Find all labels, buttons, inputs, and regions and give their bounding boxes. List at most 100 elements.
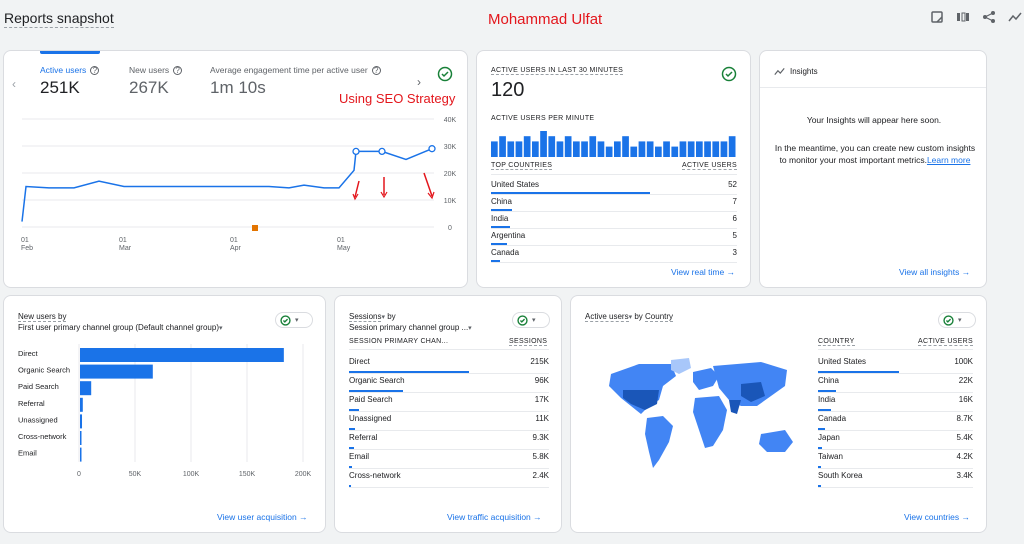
metric-engagement[interactable]: Average engagement time per active user?… xyxy=(210,65,381,98)
help-icon[interactable]: ? xyxy=(173,65,183,75)
card-title: Sessions▾ by xyxy=(349,312,396,322)
dropdown-caret-icon: ▾ xyxy=(381,314,385,321)
per-minute-bar xyxy=(605,146,613,157)
status-dropdown[interactable]: ▾ xyxy=(512,312,550,328)
table-row[interactable]: India 6 xyxy=(491,214,737,231)
table-row[interactable]: Direct 215K xyxy=(349,357,549,376)
dimension-selector[interactable]: Session primary channel group ...▾ xyxy=(349,323,472,332)
row-divider xyxy=(818,392,973,393)
map-china xyxy=(741,382,765,402)
dimension-selector[interactable]: Country xyxy=(645,312,674,322)
x-tick-label: 50K xyxy=(129,471,142,478)
map-north-america xyxy=(609,364,676,414)
table-row[interactable]: Argentina 5 xyxy=(491,231,737,248)
check-circle-icon[interactable] xyxy=(437,66,453,82)
countries-card: Active users▾ by Country ▾ COUNTRY ACTIV… xyxy=(570,295,987,533)
insights-card: Insights Your Insights will appear here … xyxy=(759,50,987,288)
share-bar xyxy=(491,192,650,194)
per-minute-bar xyxy=(499,136,506,157)
table-row[interactable]: United States 100K xyxy=(818,357,973,376)
table-row[interactable]: Unassigned 11K xyxy=(349,414,549,433)
table-row[interactable]: Canada 3 xyxy=(491,248,737,265)
view-countries-link[interactable]: View countries → xyxy=(904,512,970,522)
metric-selector[interactable]: Active users xyxy=(585,312,629,322)
help-icon[interactable]: ? xyxy=(90,65,100,75)
per-minute-bar xyxy=(655,146,662,157)
compare-icon[interactable] xyxy=(956,10,970,24)
bar xyxy=(80,431,82,445)
line-chart: 40K 30K 20K 10K 0 xyxy=(21,117,457,232)
dropdown-caret-icon: ▾ xyxy=(628,314,633,321)
row-divider xyxy=(818,373,973,374)
metric-label: Active users xyxy=(40,65,87,75)
status-dropdown[interactable]: ▾ xyxy=(275,312,313,328)
table-row[interactable]: South Korea 3.4K xyxy=(818,471,973,490)
table-row[interactable]: Organic Search 96K xyxy=(349,376,549,395)
next-arrow-icon[interactable]: › xyxy=(417,75,421,89)
help-icon[interactable]: ? xyxy=(371,65,381,75)
per-minute-bar xyxy=(671,146,679,157)
bar xyxy=(80,397,83,412)
view-user-acquisition-link[interactable]: View user acquisition → xyxy=(217,512,308,522)
category-label: Cross-network xyxy=(18,432,67,441)
row-label: Unassigned xyxy=(349,414,392,423)
view-insights-link[interactable]: View all insights → xyxy=(899,267,971,277)
metric-new-users[interactable]: New users? 267K xyxy=(129,65,183,98)
row-value: 8.7K xyxy=(956,414,973,423)
check-circle-icon[interactable] xyxy=(721,66,737,82)
dropdown-caret-icon: ▾ xyxy=(532,317,536,324)
view-realtime-link[interactable]: View real time → xyxy=(671,267,736,277)
table-row[interactable]: Japan 5.4K xyxy=(818,433,973,452)
share-icon[interactable] xyxy=(982,10,996,24)
table-row[interactable]: Taiwan 4.2K xyxy=(818,452,973,471)
table-row[interactable]: Referral 9.3K xyxy=(349,433,549,452)
per-minute-bar xyxy=(491,141,498,157)
watermark-name: Mohammad Ulfat xyxy=(488,11,603,28)
comment-icon[interactable] xyxy=(930,10,944,24)
row-label: China xyxy=(491,197,512,206)
y-tick-labels: 40K 30K 20K 10K 0 xyxy=(444,117,457,232)
row-value: 4.2K xyxy=(956,452,973,461)
header-actions xyxy=(930,10,1022,24)
insights-trend-icon[interactable] xyxy=(1008,10,1022,24)
per-minute-bar xyxy=(597,141,605,157)
view-traffic-acquisition-link[interactable]: View traffic acquisition → xyxy=(447,512,542,522)
dropdown-caret-icon: ▾ xyxy=(958,317,962,324)
row-value: 5 xyxy=(732,231,737,240)
share-bar xyxy=(349,485,351,487)
dimension-label: Session primary channel group ... xyxy=(349,323,469,332)
metric-active-users[interactable]: Active users? 251K xyxy=(40,65,100,98)
header-divider xyxy=(818,349,973,350)
card-title: New users by xyxy=(18,312,67,322)
status-dropdown[interactable]: ▾ xyxy=(938,312,976,328)
header-divider xyxy=(491,174,737,175)
table-row[interactable]: China 22K xyxy=(818,376,973,395)
row-divider xyxy=(491,262,737,263)
insights-trend-icon xyxy=(774,67,785,76)
learn-more-link[interactable]: Learn more xyxy=(926,155,971,165)
row-value: 52 xyxy=(728,180,737,189)
dimension-label: First user primary channel group (Defaul… xyxy=(18,323,219,332)
realtime-card: ACTIVE USERS IN LAST 30 MINUTES 120 ACTI… xyxy=(476,50,751,288)
table-row[interactable]: India 16K xyxy=(818,395,973,414)
bar xyxy=(80,364,153,379)
x-tick-label: 0 xyxy=(77,471,81,478)
metric-selector[interactable]: Sessions xyxy=(349,312,382,322)
col-header-country: COUNTRY xyxy=(818,338,855,346)
arrow-right-icon: → xyxy=(961,512,971,522)
x-tick-label: 01 Apr xyxy=(230,237,241,252)
map-africa xyxy=(693,396,727,448)
dimension-selector[interactable]: First user primary channel group (Defaul… xyxy=(18,323,223,332)
y-tick-label: 30K xyxy=(444,144,457,151)
table-row[interactable]: Cross-network 2.4K xyxy=(349,471,549,490)
table-row[interactable]: Canada 8.7K xyxy=(818,414,973,433)
table-row[interactable]: United States 52 xyxy=(491,180,737,197)
table-row[interactable]: Paid Search 17K xyxy=(349,395,549,414)
per-minute-bars xyxy=(491,131,736,157)
table-row[interactable]: Email 5.8K xyxy=(349,452,549,471)
table-row[interactable]: China 7 xyxy=(491,197,737,214)
per-minute-bar xyxy=(712,141,720,157)
metric-label: New users xyxy=(129,65,170,75)
prev-arrow-icon[interactable]: ‹ xyxy=(12,77,16,91)
row-value: 7 xyxy=(732,197,737,206)
